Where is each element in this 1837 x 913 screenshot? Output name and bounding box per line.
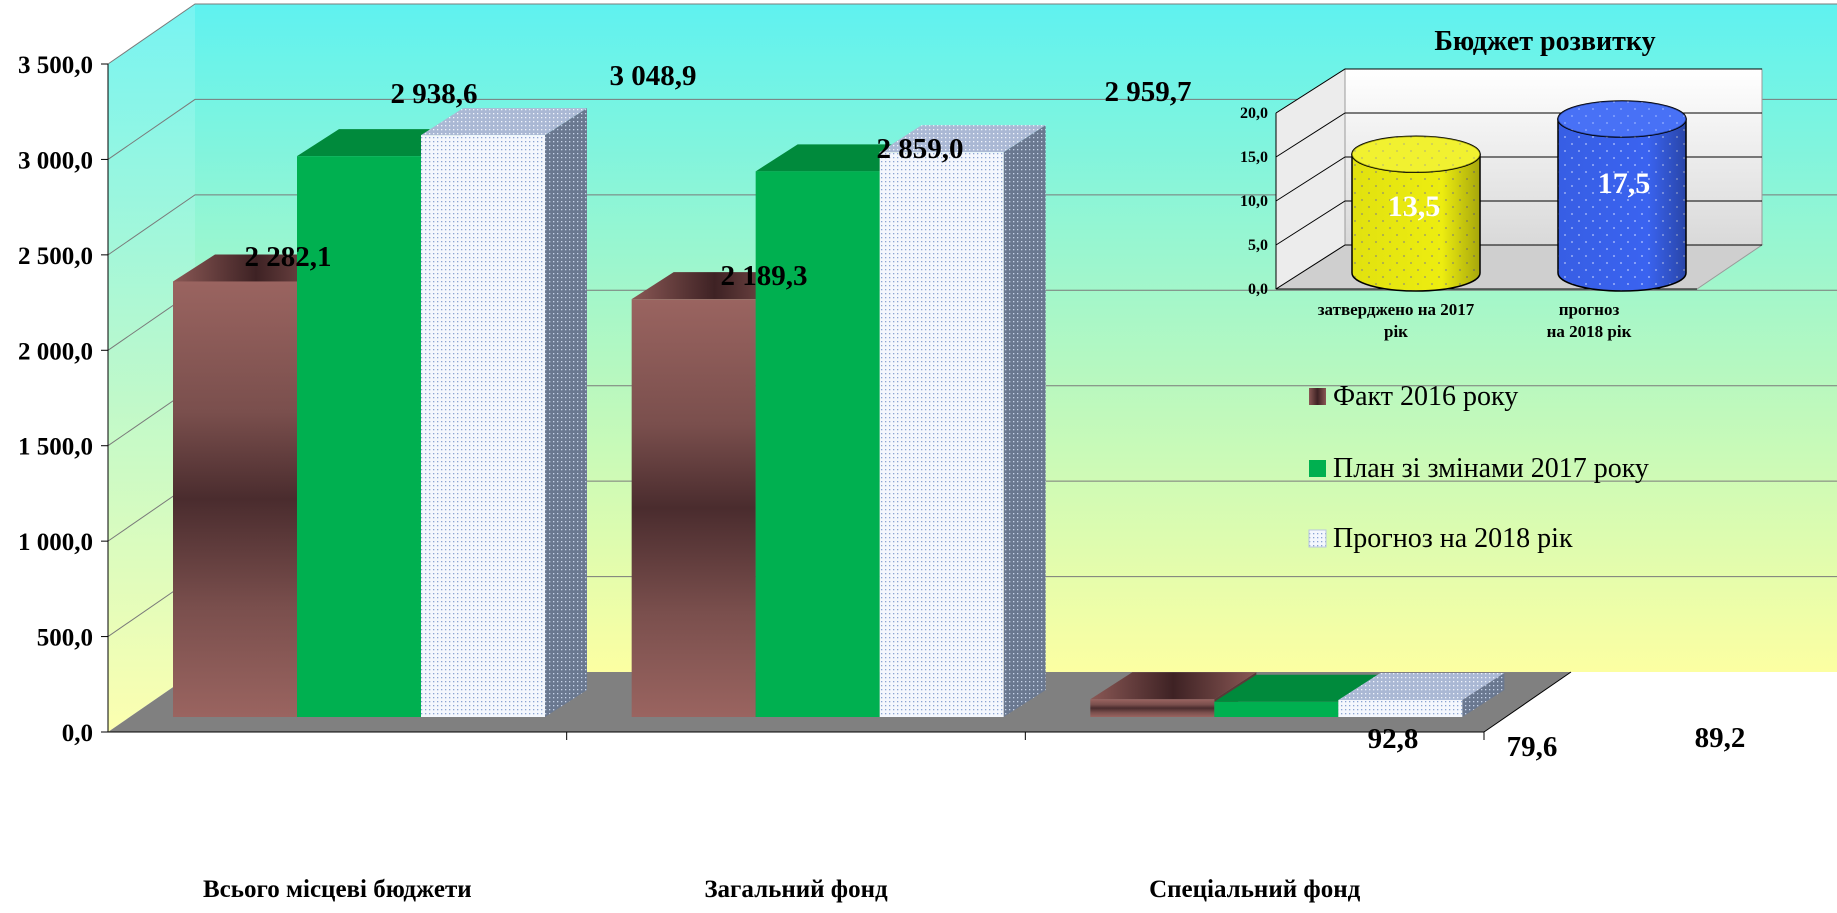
data-label: 2 859,0 (877, 133, 964, 165)
y-tick-label: 0,0 (62, 720, 93, 747)
data-label: 3 048,9 (610, 60, 697, 92)
bar-front (297, 156, 421, 717)
data-label: 2 938,6 (391, 78, 478, 110)
inset-category-label: прогноз (1559, 300, 1620, 319)
legend-swatch (1309, 460, 1326, 477)
inset-cylinder-1 (1351, 135, 1481, 292)
inset-y-tick-label: 5,0 (1248, 237, 1268, 254)
bar-front (631, 299, 756, 717)
bar-front (173, 281, 297, 717)
inset-y-tick-label: 20,0 (1240, 105, 1268, 122)
bar-front (755, 171, 880, 718)
data-label: 89,2 (1695, 722, 1746, 754)
bar-3-2 (879, 125, 1046, 717)
y-tick-label: 2 500,0 (18, 243, 93, 270)
bar-3-3 (1338, 672, 1505, 717)
inset-gridline (1275, 68, 1762, 114)
bar-front (879, 152, 1004, 717)
inset-y-tick-label: 15,0 (1240, 149, 1268, 166)
bar-top (879, 125, 1046, 153)
bar-3-1 (421, 108, 587, 718)
inset-data-label: 13,5 (1388, 190, 1441, 223)
x-category-label: Загальний фонд (704, 876, 888, 903)
inset-category-label: на 2018 рік (1547, 322, 1632, 341)
inset-category-label: затверджено на 2017 (1318, 300, 1475, 319)
cylinder-top-texture (1352, 136, 1480, 173)
bar-front (1090, 699, 1215, 717)
legend-label: План зі змінами 2017 року (1333, 453, 1649, 484)
y-tick-label: 3 500,0 (18, 52, 93, 79)
inset-y-tick-label: 0,0 (1248, 281, 1268, 298)
y-tick-label: 1 000,0 (18, 529, 93, 556)
bar-top (1214, 674, 1381, 702)
bar-front (421, 135, 545, 718)
y-tick-label: 2 000,0 (18, 338, 93, 365)
inset-chart-development-budget: Бюджет розвитку 0,0 5,0 10,0 15,0 20,0 13,5 17,… (1240, 26, 1764, 341)
y-tick-label: 1 500,0 (18, 434, 93, 461)
x-category-label: Спеціальний фонд (1149, 876, 1361, 903)
bar-front (1214, 701, 1339, 717)
cylinder-shade (1352, 154, 1480, 291)
bar-side (1462, 672, 1505, 717)
data-label: 2 189,3 (721, 260, 808, 292)
x-category-label: Всього місцеві бюджети (203, 876, 472, 903)
bar-front (1338, 699, 1463, 717)
cylinder-top-texture (1558, 101, 1686, 137)
inset-data-label: 17,5 (1598, 167, 1651, 200)
bar-top (421, 108, 587, 136)
data-label: 92,8 (1368, 723, 1419, 755)
inset-category-label: рік (1384, 322, 1408, 341)
bar-top (1338, 672, 1505, 700)
data-label: 2 282,1 (245, 241, 332, 273)
legend-label: Факт 2016 року (1333, 381, 1518, 412)
data-label: 2 959,7 (1105, 76, 1192, 108)
y-tick-label: 3 000,0 (18, 147, 93, 174)
inset-floor (1274, 244, 1764, 290)
inset-y-tick-label: 10,0 (1240, 193, 1268, 210)
y-tick-label: 500,0 (37, 625, 93, 652)
bar-top (1090, 672, 1257, 700)
cylinder-shade (1558, 119, 1686, 291)
legend: Факт 2016 року План зі змінами 2017 року П… (1308, 381, 1649, 554)
legend-swatch (1309, 388, 1326, 405)
gridline (107, 98, 1837, 160)
bar-side (1003, 125, 1046, 717)
inset-title: Бюджет розвитку (1434, 26, 1655, 57)
inset-cylinder-2 (1557, 100, 1687, 292)
gridline (107, 3, 1837, 65)
legend-label: Прогноз на 2018 рік (1333, 523, 1573, 554)
data-label: 79,6 (1507, 731, 1558, 763)
legend-swatch (1308, 529, 1327, 548)
bar-side (545, 108, 587, 718)
x-axis-depth (1483, 671, 1572, 733)
